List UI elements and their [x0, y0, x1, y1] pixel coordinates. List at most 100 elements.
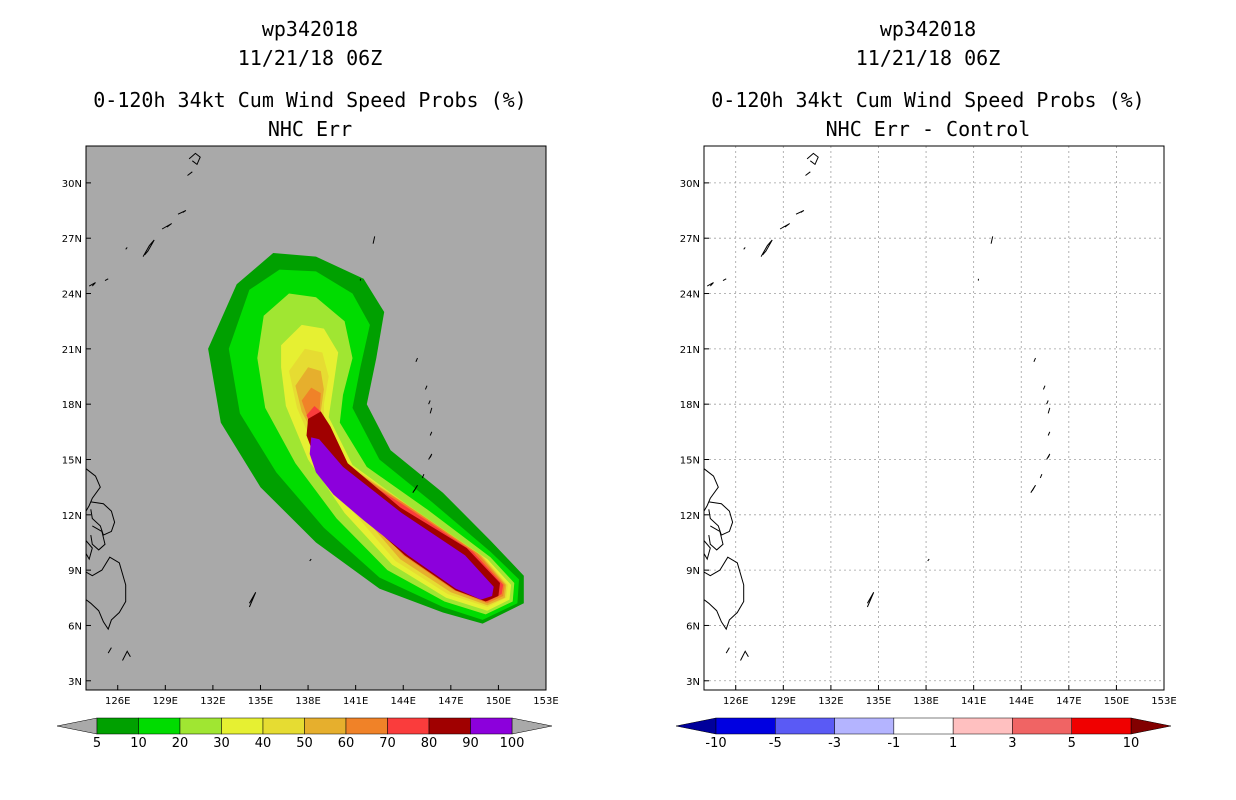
left-coastline [309, 558, 312, 562]
right-coastline [990, 236, 994, 244]
left-colorbar-swatch [221, 717, 264, 735]
right-colorbar-label: 10 [1123, 736, 1140, 751]
right-subtitle: NHC Err - Control [825, 117, 1031, 141]
left-colorbar-label: 50 [296, 736, 313, 751]
right-storm-id: wp342018 [879, 17, 977, 41]
left-coastline [86, 468, 101, 512]
right-y-tick-label: 27N [680, 234, 700, 245]
right-x-tick-label: 135E [866, 696, 891, 707]
right-x-tick-label: 126E [723, 696, 748, 707]
right-coastline [795, 210, 805, 215]
right-y-tick-label: 18N [680, 400, 700, 411]
left-colorbar-label: 20 [172, 736, 189, 751]
right-product-title: 0-120h 34kt Cum Wind Speed Probs (%) [711, 88, 1145, 112]
left-colorbar-label: 70 [379, 736, 396, 751]
left-coastline [104, 278, 109, 282]
right-colorbar-swatch [715, 717, 776, 735]
right-y-tick-label: 21N [680, 345, 700, 356]
left-y-tick-label: 24N [62, 290, 82, 301]
right-x-tick-label: 129E [771, 696, 796, 707]
left-coastline [161, 223, 172, 230]
left-subtitle: NHC Err [267, 117, 353, 141]
left-colorbar-swatch [262, 717, 305, 735]
left-x-tick-label: 135E [248, 696, 273, 707]
left-y-tick-label: 6N [68, 621, 82, 632]
right-coastline [740, 650, 749, 661]
left-colorbar-label: 5 [93, 736, 101, 751]
left-x-tick-label: 132E [200, 696, 225, 707]
right-coastline [743, 247, 746, 250]
left-y-tick-label: 21N [62, 345, 82, 356]
right-colorbar-label: -3 [828, 736, 841, 751]
right-colorbar-swatch [952, 717, 1013, 735]
right-colorbar-swatch [1012, 717, 1072, 735]
right-coastline [708, 525, 724, 551]
left-colorbar-label: 100 [500, 736, 525, 751]
left-y-tick-label: 18N [62, 400, 82, 411]
right-coastline [927, 558, 930, 562]
left-coastline [429, 407, 433, 414]
left-coastline [90, 525, 106, 551]
right-coastline [805, 171, 811, 176]
left-coastline [90, 501, 116, 536]
right-coastline [779, 223, 791, 230]
left-coastline [429, 431, 433, 436]
right-x-tick-label: 138E [913, 696, 938, 707]
left-colorbar-label: 30 [213, 736, 230, 751]
left-coastline [125, 247, 128, 250]
right-colorbar-under-arrow [675, 717, 717, 735]
left-colorbar-label: 40 [255, 736, 272, 751]
right-x-tick-label: 144E [1009, 696, 1034, 707]
right-coastline [1047, 431, 1051, 436]
left-y-axis: 3N 6N 9N 12N 15N 18N 21N 24N 27N 30N [62, 179, 91, 688]
left-colorbar-under-arrow [56, 717, 98, 735]
right-y-tick-label: 3N [686, 677, 700, 688]
left-storm-id: wp342018 [261, 17, 359, 41]
left-colorbar-swatch [470, 717, 513, 735]
left-colorbar-swatch [387, 717, 430, 735]
right-colorbar-swatch [1071, 717, 1132, 735]
right-y-tick-label: 9N [686, 566, 700, 577]
right-y-tick-label: 24N [680, 290, 700, 301]
left-coastline [107, 647, 112, 654]
left-coastline [428, 400, 431, 405]
right-coastlines [704, 152, 1051, 661]
left-coastlines [86, 152, 433, 661]
right-colorbar-label: -5 [769, 736, 782, 751]
left-x-axis: 126E 129E 132E 135E 138E 141E 144E 147E 150E 153E [105, 685, 559, 707]
left-coastline [415, 357, 418, 362]
left-coastline [424, 385, 428, 390]
left-colorbar-label: 60 [338, 736, 355, 751]
right-datetime: 11/21/18 06Z [855, 46, 1001, 70]
left-colorbar-swatch [96, 717, 139, 735]
left-colorbar-label: 80 [421, 736, 438, 751]
left-colorbar-label: 10 [130, 736, 147, 751]
right-x-tick-label: 132E [818, 696, 843, 707]
right-colorbar-swatch [775, 717, 835, 735]
left-coastline [177, 210, 187, 215]
right-colorbar-label: -10 [705, 736, 726, 751]
right-colorbar-label: 3 [1008, 736, 1016, 751]
left-colorbar-swatch [345, 717, 388, 735]
left-x-tick-label: 150E [486, 696, 511, 707]
left-coastline [188, 152, 201, 166]
left-x-tick-label: 141E [343, 696, 368, 707]
left-y-tick-label: 27N [62, 234, 82, 245]
right-colorbar-swatch [893, 717, 954, 735]
left-y-tick-label: 9N [68, 566, 82, 577]
right-x-tick-label: 141E [961, 696, 986, 707]
left-probability-swath [208, 253, 524, 624]
left-y-tick-label: 12N [62, 511, 82, 522]
left-y-tick-label: 3N [68, 677, 82, 688]
right-coastline [1030, 485, 1036, 493]
right-y-tick-label: 30N [680, 179, 700, 190]
right-map-background [704, 146, 1164, 690]
left-panel-titles: wp342018 11/21/18 06Z 0-120h 34kt Cum Wi… [30, 15, 590, 144]
left-probability-map: 126E 129E 132E 135E 138E 141E 144E 147E 150E 153E… [62, 145, 559, 707]
prob-band-90-percent [309, 437, 494, 600]
left-colorbar: 5 10 20 30 40 50 60 70 80 90 100 [56, 717, 553, 751]
right-gridlines [704, 146, 1164, 690]
right-coastline [706, 282, 714, 287]
left-coastline [86, 540, 93, 561]
